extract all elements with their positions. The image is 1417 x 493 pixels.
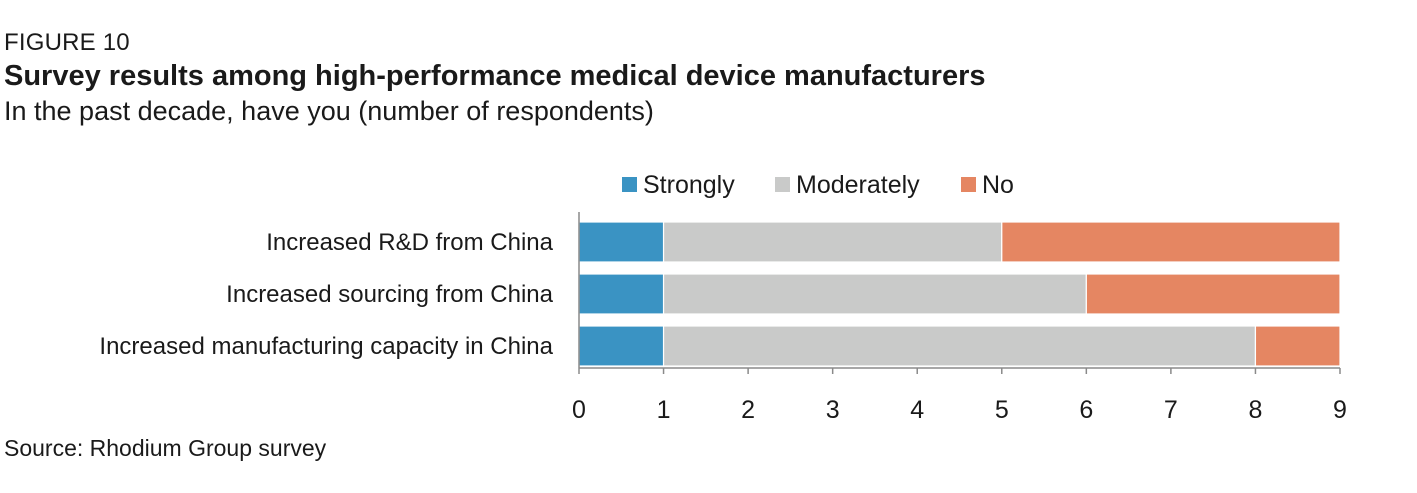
legend-swatch-strongly (622, 177, 637, 192)
x-tick-label-2: 2 (741, 396, 755, 424)
bar-no-increased-manufacturing-capacity-in-china (1254, 325, 1341, 367)
legend-label-no: No (982, 171, 1014, 199)
x-tick-label-6: 6 (1079, 396, 1093, 424)
category-label-increased-randd-from-china: Increased R&D from China (266, 229, 553, 256)
bar-moderately-increased-randd-from-china (662, 221, 1003, 263)
x-axis: 0 1 2 3 4 5 6 7 8 9 (572, 212, 1347, 424)
x-tick-label-9: 9 (1333, 396, 1347, 424)
x-tick-label-0: 0 (572, 396, 586, 424)
bar-strongly-increased-randd-from-china (578, 221, 665, 263)
x-tick-label-7: 7 (1164, 396, 1178, 424)
legend: Strongly Moderately No (622, 171, 1014, 199)
x-tick-label-1: 1 (657, 396, 671, 424)
bar-moderately-increased-manufacturing-capacity-in-china (662, 325, 1257, 367)
bars (578, 221, 1341, 367)
bar-moderately-increased-sourcing-from-china (662, 273, 1087, 315)
x-tick-label-4: 4 (910, 396, 924, 424)
source-note: Source: Rhodium Group survey (4, 435, 327, 461)
figure-label: FIGURE 10 (4, 29, 130, 56)
bar-no-increased-randd-from-china (1001, 221, 1341, 263)
category-label-increased-manufacturing-capacity-in-china: Increased manufacturing capacity in Chin… (99, 333, 553, 360)
legend-label-strongly: Strongly (643, 171, 735, 199)
legend-swatch-no (961, 177, 976, 192)
x-tick-label-3: 3 (826, 396, 840, 424)
chart-title: Survey results among high-performance me… (4, 60, 986, 92)
bar-strongly-increased-manufacturing-capacity-in-china (578, 325, 665, 367)
category-labels: Increased R&D from China Increased sourci… (99, 229, 553, 360)
bar-strongly-increased-sourcing-from-china (578, 273, 665, 315)
legend-swatch-moderately (775, 177, 790, 192)
legend-label-moderately: Moderately (796, 171, 920, 199)
chart-header: FIGURE 10 Survey results among high-perf… (4, 28, 986, 128)
bar-no-increased-sourcing-from-china (1085, 273, 1341, 315)
chart-subtitle: In the past decade, have you (number of … (4, 96, 654, 126)
category-label-increased-sourcing-from-china: Increased sourcing from China (226, 281, 553, 308)
x-tick-label-5: 5 (995, 396, 1009, 424)
x-tick-label-8: 8 (1248, 396, 1262, 424)
